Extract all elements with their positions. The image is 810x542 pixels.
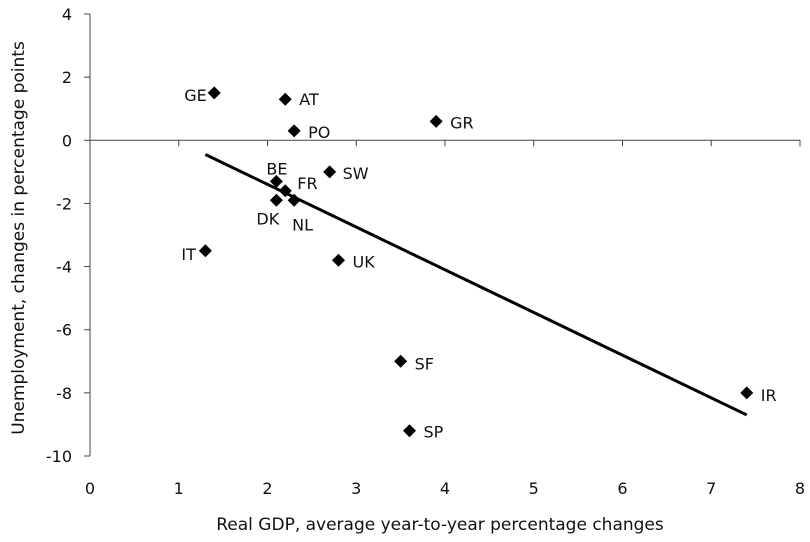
x-tick-label: 1 <box>174 479 184 498</box>
data-point-nl <box>287 193 301 207</box>
y-ticks: -10 -8 -6 -4 -2 0 2 4 <box>46 5 90 466</box>
point-label-gr: GR <box>450 113 474 132</box>
data-point-sp <box>403 424 416 438</box>
data-point-sw <box>323 165 337 179</box>
y-tick-label: 0 <box>62 131 72 150</box>
point-label-be: BE <box>266 159 287 178</box>
point-label-sp: SP <box>424 423 444 442</box>
data-point-be <box>269 174 283 188</box>
y-axis-title: Unemployment, changes in percentage poin… <box>9 41 29 435</box>
point-label-po: PO <box>308 123 330 142</box>
y-tick-label: 4 <box>62 5 72 24</box>
point-label-uk: UK <box>353 252 376 271</box>
x-tick-label: 6 <box>617 479 627 498</box>
x-tick-label: 5 <box>529 479 539 498</box>
data-point-fr <box>278 184 292 198</box>
x-axis-title: Real GDP, average year-to-year percentag… <box>216 515 664 535</box>
data-point-gr <box>429 114 443 128</box>
point-label-sf: SF <box>415 354 434 373</box>
data-point-dk <box>269 193 283 207</box>
data-point-ge <box>207 86 221 100</box>
axes: 0 1 2 3 4 5 6 7 8 -10 -8 -6 -4 -2 0 2 4 <box>46 5 805 498</box>
point-label-at: AT <box>299 90 319 109</box>
x-tick-label: 8 <box>795 479 805 498</box>
y-tick-label: -4 <box>56 258 72 277</box>
x-tick-label: 0 <box>85 479 95 498</box>
x-tick-label: 3 <box>351 479 361 498</box>
point-label-dk: DK <box>256 209 279 228</box>
point-label-sw: SW <box>343 164 369 183</box>
y-tick-label: -2 <box>56 194 72 213</box>
point-label-nl: NL <box>292 215 313 234</box>
point-label-ir: IR <box>761 386 777 405</box>
data-point-po <box>287 124 301 138</box>
data-point-ir <box>740 386 754 400</box>
point-label-fr: FR <box>297 174 317 193</box>
x-tick-label: 2 <box>262 479 272 498</box>
data-point-uk <box>332 253 345 267</box>
data-point-at <box>278 92 292 106</box>
data-point-sf <box>394 354 408 368</box>
data-point-it <box>198 244 212 258</box>
point-label-ge: GE <box>184 86 207 105</box>
x-tick-label: 4 <box>440 479 450 498</box>
y-tick-label: -8 <box>56 384 72 403</box>
y-tick-label: -6 <box>56 321 72 340</box>
y-tick-label: -10 <box>46 447 72 466</box>
x-tick-label: 7 <box>706 479 716 498</box>
x-ticks: 0 1 2 3 4 5 6 7 8 <box>85 140 805 498</box>
data-points: GE AT PO GR BE FR SW DK NL IT UK SF IR SP <box>181 86 776 442</box>
point-label-it: IT <box>181 245 196 264</box>
y-tick-label: 2 <box>62 68 72 87</box>
